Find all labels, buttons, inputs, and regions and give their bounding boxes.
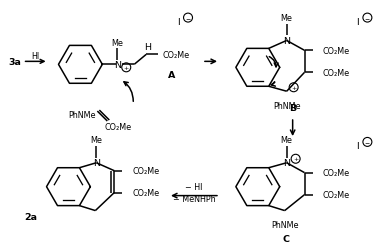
Text: HI: HI bbox=[31, 52, 40, 61]
Text: Me: Me bbox=[281, 14, 292, 23]
Text: −: − bbox=[365, 140, 370, 145]
Text: N: N bbox=[114, 60, 121, 70]
Text: I: I bbox=[356, 142, 359, 151]
Text: −: − bbox=[365, 16, 370, 21]
Text: CO₂Me: CO₂Me bbox=[163, 51, 190, 60]
Text: Me: Me bbox=[91, 136, 102, 145]
Text: +: + bbox=[123, 66, 129, 71]
Text: I: I bbox=[356, 18, 359, 27]
Text: 2a: 2a bbox=[24, 212, 37, 221]
Text: Me: Me bbox=[111, 39, 123, 48]
Text: CO₂Me: CO₂Me bbox=[323, 190, 350, 199]
Text: PhNMe: PhNMe bbox=[68, 110, 95, 119]
Text: −: − bbox=[185, 16, 191, 21]
Text: +: + bbox=[291, 85, 296, 90]
Text: B: B bbox=[289, 103, 296, 112]
Text: CO₂Me: CO₂Me bbox=[105, 123, 132, 132]
Text: +: + bbox=[293, 157, 298, 162]
Text: Me: Me bbox=[281, 136, 292, 145]
Text: CO₂Me: CO₂Me bbox=[132, 188, 160, 197]
Text: H: H bbox=[144, 43, 151, 52]
Text: CO₂Me: CO₂Me bbox=[323, 47, 350, 56]
Text: CO₂Me: CO₂Me bbox=[132, 167, 160, 175]
Text: PhNMe: PhNMe bbox=[273, 101, 300, 110]
Text: PhNMe: PhNMe bbox=[271, 220, 298, 229]
Text: CO₂Me: CO₂Me bbox=[323, 69, 350, 77]
Text: A: A bbox=[169, 71, 176, 79]
Text: N: N bbox=[283, 37, 290, 46]
Text: − HI: − HI bbox=[185, 182, 203, 192]
Text: − MeNHPh: − MeNHPh bbox=[173, 194, 215, 203]
Text: CO₂Me: CO₂Me bbox=[323, 169, 350, 177]
Text: C: C bbox=[282, 234, 289, 243]
Text: N: N bbox=[283, 159, 290, 168]
Text: I: I bbox=[177, 18, 180, 27]
Text: 3a: 3a bbox=[9, 58, 22, 67]
Text: N: N bbox=[93, 159, 100, 168]
